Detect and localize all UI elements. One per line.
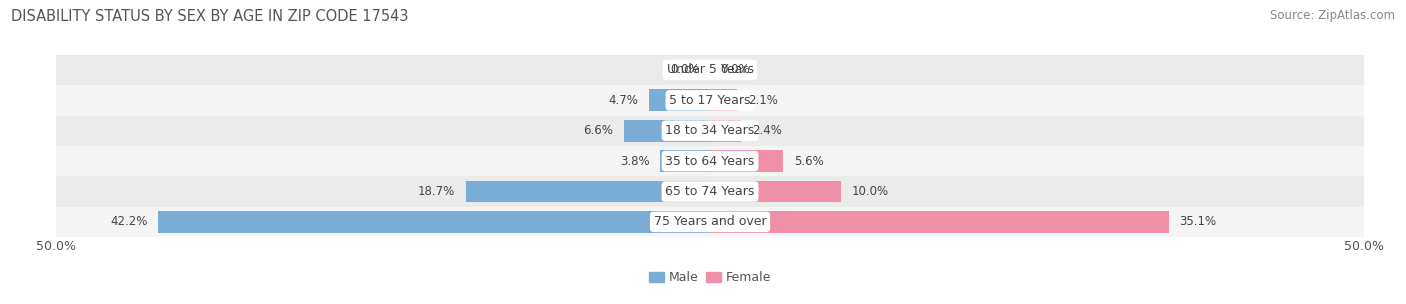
Text: 65 to 74 Years: 65 to 74 Years — [665, 185, 755, 198]
Bar — [624, 120, 710, 142]
Bar — [710, 211, 1168, 233]
Text: 35.1%: 35.1% — [1180, 216, 1216, 228]
Text: 0.0%: 0.0% — [720, 64, 751, 76]
Text: 18.7%: 18.7% — [418, 185, 456, 198]
Bar — [710, 89, 738, 111]
Bar — [710, 150, 783, 172]
Text: 75 Years and over: 75 Years and over — [654, 216, 766, 228]
Text: 5 to 17 Years: 5 to 17 Years — [669, 94, 751, 107]
Bar — [661, 150, 710, 172]
Text: 5.6%: 5.6% — [794, 155, 824, 168]
Text: Source: ZipAtlas.com: Source: ZipAtlas.com — [1270, 9, 1395, 22]
Bar — [710, 120, 741, 142]
Bar — [56, 85, 1364, 116]
Bar — [56, 146, 1364, 176]
Text: 4.7%: 4.7% — [609, 94, 638, 107]
Text: 10.0%: 10.0% — [851, 185, 889, 198]
Text: 6.6%: 6.6% — [583, 124, 613, 137]
Bar — [465, 181, 710, 202]
Text: 42.2%: 42.2% — [111, 216, 148, 228]
Bar — [710, 181, 841, 202]
Bar — [56, 207, 1364, 237]
Text: 2.4%: 2.4% — [752, 124, 782, 137]
Text: 35 to 64 Years: 35 to 64 Years — [665, 155, 755, 168]
Bar — [56, 55, 1364, 85]
Bar — [56, 176, 1364, 207]
Text: 0.0%: 0.0% — [669, 64, 700, 76]
Bar — [56, 116, 1364, 146]
Text: 3.8%: 3.8% — [620, 155, 650, 168]
Legend: Male, Female: Male, Female — [644, 266, 776, 289]
Text: Under 5 Years: Under 5 Years — [666, 64, 754, 76]
Bar — [648, 89, 710, 111]
Text: DISABILITY STATUS BY SEX BY AGE IN ZIP CODE 17543: DISABILITY STATUS BY SEX BY AGE IN ZIP C… — [11, 9, 409, 24]
Text: 18 to 34 Years: 18 to 34 Years — [665, 124, 755, 137]
Bar — [159, 211, 710, 233]
Text: 2.1%: 2.1% — [748, 94, 778, 107]
